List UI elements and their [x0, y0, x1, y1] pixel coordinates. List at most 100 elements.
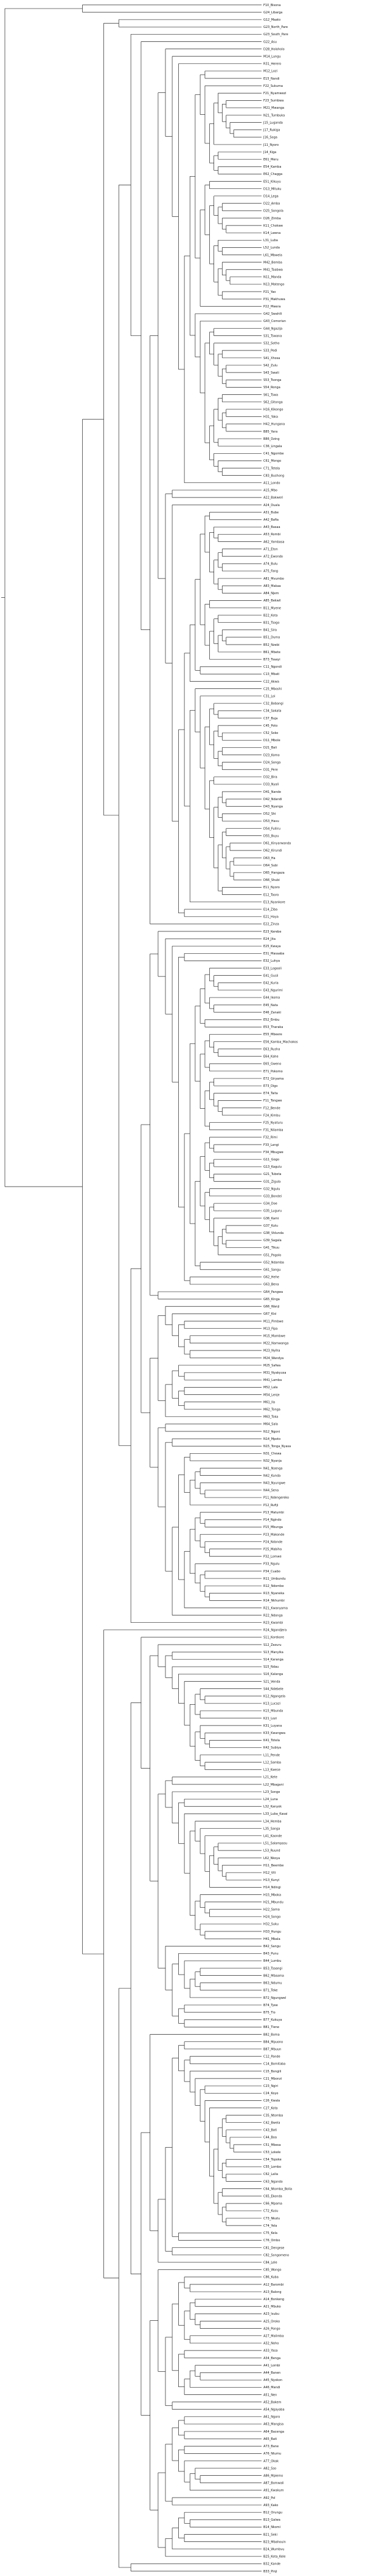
tip-label: S62_Gitonga	[263, 400, 283, 404]
tip-label: A53_Rombi	[263, 533, 280, 536]
tip-label: C42_Bwela	[263, 2122, 280, 2125]
tip-label: B31_Tsogo	[263, 621, 279, 625]
tip-label: C51_Mbesa	[263, 2143, 281, 2147]
tip-label: H42_Hungana	[263, 423, 285, 426]
tip-label: E12_Tooro	[263, 893, 279, 897]
tip-label: G36_Kami	[263, 1217, 279, 1221]
tip-label: C74_Yela	[263, 2224, 277, 2228]
tip-label: S13_Manyika	[263, 1651, 283, 1654]
tip-label: B21_Seki	[263, 2533, 277, 2537]
tip-label: M42_Bemba	[263, 261, 282, 264]
tip-label: F31_Nilamba	[263, 1129, 283, 1132]
tip-label: C66_Mpama	[263, 2202, 282, 2206]
tip-label: E11_Nyoro	[263, 886, 280, 889]
tip-label: C71_Tetela	[263, 467, 280, 470]
tip-label: L23_Songe	[263, 1790, 280, 1794]
tip-label: G11_Gogo	[263, 1158, 279, 1162]
tip-label: H24_Songo	[263, 1916, 280, 1919]
tip-label: S12_Zezuru	[263, 1643, 282, 1647]
tip-label: H33_Hungu	[263, 1930, 281, 1934]
tip-label: A86_Mpiemo	[263, 2474, 283, 2478]
tip-label: G63_Bena	[263, 1283, 279, 1287]
tip-label: B23_Mbahouin	[263, 2540, 286, 2544]
tip-label: C63_Ngando	[263, 2180, 283, 2184]
tip-label: E71_Pokomo	[263, 1070, 283, 1074]
tip-label: C44_Boa	[263, 2136, 277, 2140]
tip-label: A32_Noho	[263, 2342, 279, 2346]
tip-label: D63_Ha	[263, 857, 276, 860]
tip-label: H15_Mboka	[263, 1893, 281, 1897]
tip-label: G21_Tubeta	[263, 1173, 281, 1176]
tip-label: A64_Bacenga	[263, 2430, 284, 2434]
tip-label: S21_Venda	[263, 1680, 280, 1684]
tip-label: A27_Malimba	[263, 2334, 284, 2338]
tip-label: G43_Comorian	[263, 320, 286, 323]
tip-label: B44_Lumbu	[263, 1959, 281, 1963]
tip-label: N31_Chewa	[263, 1452, 282, 1456]
tip-label: K33_Kwangwa	[263, 1732, 285, 1735]
tip-label: E52_Embu	[263, 1018, 279, 1022]
tip-label: B52_Nzebi	[263, 643, 279, 647]
tip-label: N21_Tumbuka	[263, 114, 285, 117]
tip-label: B41_Sira	[263, 629, 277, 632]
tip-label: D23_Komo	[263, 753, 280, 757]
tip-label: M25_Safwa	[263, 1364, 280, 1368]
tip-label: E15_Nandi	[263, 77, 280, 81]
tip-label: N13_Matengo	[263, 283, 284, 287]
tip-label: G32_Ngulu	[263, 1187, 280, 1191]
tip-label: P13_Matumbi	[263, 1511, 284, 1515]
tip-label: M61_Ila	[263, 1400, 275, 1404]
tip-label: M41_Taabwa	[263, 269, 283, 272]
tip-label: E22_Zinza	[263, 923, 279, 927]
tip-label: R23_Kwambi	[263, 1621, 283, 1625]
tip-label: B72_Ngungwel	[263, 1996, 286, 2000]
tip-label: G33_Bondei	[263, 1195, 282, 1199]
tip-label: C86_Kuba	[263, 2276, 279, 2280]
tip-label: D26_Zimba	[263, 217, 281, 221]
tip-label: F22_Sukuma	[263, 84, 283, 88]
tip-label: A54_Ngayaba	[263, 2408, 285, 2412]
tip-label: L24_Luna	[263, 1798, 278, 1801]
tip-label: A91_Kwakum	[263, 2489, 284, 2493]
tip-label: E46_Zanaki	[263, 1011, 281, 1015]
tip-label: J15_Luganda	[263, 121, 283, 125]
tip-label: A81_Mvumbo	[263, 577, 284, 581]
tip-label: H11_Beembe	[263, 1864, 283, 1868]
tip-label: J17_Rukiga	[263, 129, 280, 132]
tip-label: A73_Bane	[263, 2445, 279, 2448]
tip-label: L31_Luba	[263, 239, 278, 242]
tip-label: P31_Makhuwa	[263, 298, 285, 301]
tip-label: S61_Tswa	[263, 393, 278, 397]
tip-label: A34_Benga	[263, 2357, 280, 2360]
tip-label: P12_Rufiji	[263, 1504, 278, 1507]
tip-label: N44_Sena	[263, 1489, 279, 1493]
tip-label: G61_Sangu	[263, 1269, 281, 1272]
tip-label: E55_Mbeere	[263, 1033, 282, 1036]
tip-label: C15_Bongili	[263, 2070, 281, 2074]
tip-label: C81_Dengese	[263, 2246, 284, 2250]
tip-label: G38_Vidunda	[263, 1231, 283, 1235]
tip-label: C65_Ekonda	[263, 2195, 282, 2199]
tip-label: G23_South_Pare	[263, 33, 288, 36]
tip-label: B85_Yans	[263, 430, 278, 434]
tip-label: B22_Kota	[263, 614, 277, 617]
tip-label: M12_Lozi	[263, 70, 277, 74]
tip-label: K11_Chokwe	[263, 224, 283, 228]
tip-label: B81_Tiene	[263, 2026, 279, 2029]
tip-label: S16_Kalanga	[263, 1673, 283, 1676]
tip-label: D65_Hangaza	[263, 871, 285, 875]
tip-label: F10_Bisona	[263, 4, 280, 7]
tip-label: A22_Bakweri	[263, 496, 283, 500]
tip-labels: F10_Bisona G24_Libarga G12_Maato G23_North_…	[263, 4, 298, 2574]
tip-label: H12_Vili	[263, 1871, 276, 1875]
tip-label: M62_Tonga	[263, 1408, 280, 1412]
tip-label: N11_Manda	[263, 276, 281, 279]
tip-label: M23_Nyiha	[263, 1349, 280, 1353]
tip-label: M22_Namwanga	[263, 1342, 288, 1346]
tip-label: E73_Digo	[263, 1084, 278, 1088]
tip-label: E32_Luhya	[263, 959, 280, 963]
tip-label: N12_Ngoni	[263, 1430, 280, 1434]
tip-label: G34_Doe	[263, 1202, 277, 1206]
tip-label: F12_Bende	[263, 1106, 280, 1110]
